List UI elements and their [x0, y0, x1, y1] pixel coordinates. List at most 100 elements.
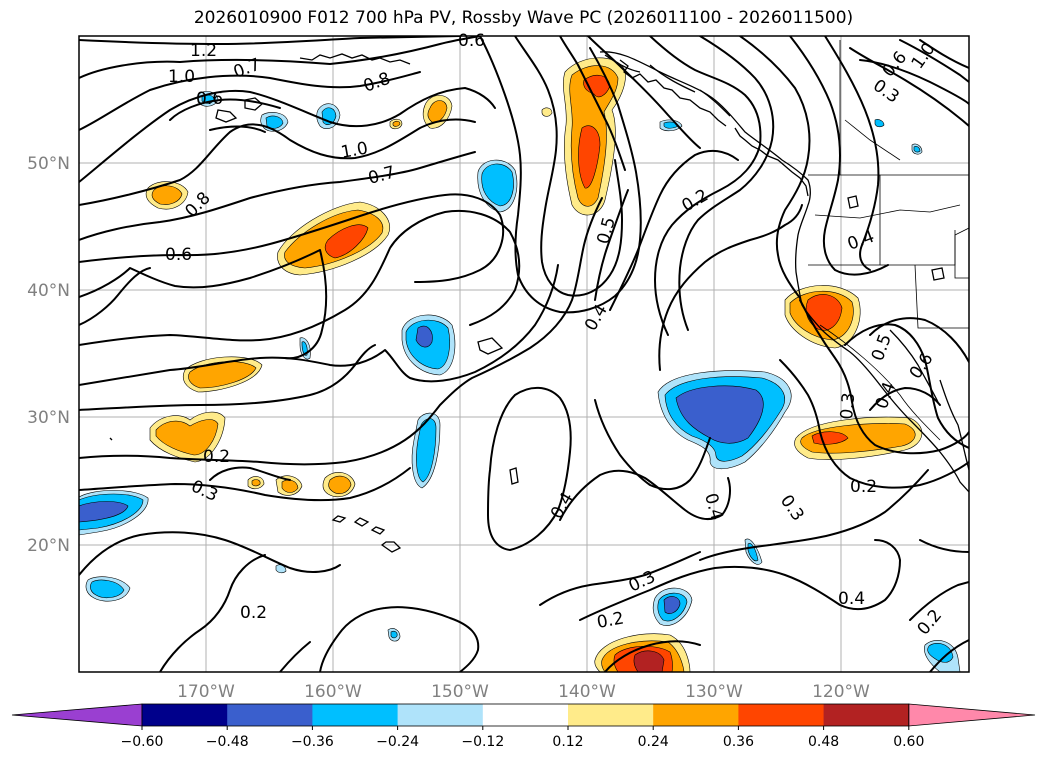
pv-contour	[79, 36, 461, 45]
lat-label: 40°N	[27, 281, 70, 301]
pv-contour	[279, 641, 311, 672]
colorbar-cell	[142, 704, 228, 726]
contour-label: 1.0	[339, 139, 369, 163]
pv-contour	[79, 118, 476, 206]
contour-label: 0.8	[361, 69, 393, 97]
colorbar-tick-label: 0.60	[893, 734, 924, 750]
pv-contour	[209, 466, 291, 481]
colorbar-cell	[312, 704, 399, 726]
contour-label: 0.2	[595, 609, 625, 633]
contour-label: 0.4	[547, 489, 578, 522]
pv-contour	[859, 39, 969, 105]
pv-contour	[79, 36, 481, 79]
contour-label: 1.2	[190, 41, 217, 61]
contour-label: 0.6	[458, 31, 485, 51]
colorbar-cell	[823, 704, 910, 726]
pv-contour	[487, 386, 572, 551]
colorbar: −0.60 −0.48 −0.36 −0.24 −0.12 0.12 0.24 0.36 0.4…	[11, 703, 1036, 750]
colorbar-tick-label: −0.36	[291, 734, 334, 750]
pv-contour	[609, 149, 739, 311]
pv-contour	[79, 467, 411, 502]
pv-contour	[678, 36, 775, 331]
lon-axis-labels: 170°W 160°W 150°W 140°W 130°W 120°W	[177, 682, 870, 702]
contour-label: 0.5	[868, 331, 896, 363]
pv-contour	[79, 267, 151, 326]
contour-label: 0.4	[581, 301, 612, 334]
contour-label: 1.0	[908, 39, 940, 73]
map-title: 2026010900 F012 700 hPa PV, Rossby Wave …	[193, 8, 854, 28]
contour-label: 0.2	[203, 447, 230, 467]
colorbar-tick-label: −0.12	[461, 734, 504, 750]
pv-contour	[79, 193, 505, 283]
colorbar-extend-max	[908, 703, 1036, 727]
lat-label: 50°N	[27, 154, 70, 174]
colorbar-tick-label: −0.48	[206, 734, 249, 750]
pv-contour	[559, 36, 701, 171]
pv-contour	[594, 189, 629, 301]
pv-contour	[79, 71, 421, 131]
contour-label: 0.3	[869, 76, 903, 108]
pv-contour	[789, 36, 889, 276]
contour-label: 0.3	[776, 491, 808, 525]
pv-contour	[649, 36, 762, 336]
contour-label: 0.7	[231, 55, 263, 83]
pv-contour	[594, 399, 711, 491]
colorbar-tick-label: 0.36	[723, 734, 754, 750]
lat-axis-labels: 50°N 40°N 30°N 20°N	[27, 154, 70, 556]
pv-contour	[479, 36, 642, 314]
lon-label: 160°W	[304, 682, 362, 702]
colorbar-tick-label: −0.24	[376, 734, 419, 750]
pv-contour	[658, 204, 803, 371]
contour-label: 1.0	[168, 67, 195, 87]
map-frame	[78, 35, 970, 673]
lat-label: 20°N	[27, 536, 70, 556]
colorbar-tick-label: 0.12	[552, 734, 583, 750]
pv-contours	[79, 36, 969, 672]
pv-contour	[779, 359, 969, 489]
pv-contour	[869, 317, 969, 363]
pv-contour	[79, 264, 559, 386]
lon-label: 120°W	[812, 682, 870, 702]
contour-label: 0.2	[240, 603, 267, 623]
contour-label: 0.4	[872, 379, 900, 411]
contour-label: 0.3	[188, 476, 221, 506]
contour-label: 0.6	[196, 89, 223, 109]
graticule	[79, 36, 969, 672]
pv-contour	[79, 87, 496, 183]
pv-contour	[539, 551, 701, 606]
lat-label: 30°N	[27, 408, 70, 428]
pv-contour	[929, 639, 969, 672]
pv-contour	[579, 539, 901, 621]
colorbar-cell	[397, 704, 484, 726]
contour-label: 0.5	[594, 215, 620, 246]
pv-contour	[319, 606, 480, 672]
lon-label: 170°W	[177, 682, 235, 702]
pv-contour	[699, 469, 929, 561]
pv-contour	[844, 323, 969, 449]
contour-label: 0.6	[165, 245, 192, 265]
contour-label: 0.4	[700, 491, 726, 522]
contour-label: 0.7	[366, 163, 397, 189]
lon-label: 140°W	[558, 682, 616, 702]
pv-contour	[79, 344, 376, 411]
contour-label: 0.3	[837, 392, 859, 421]
pv-contour	[79, 151, 476, 241]
pv-contour	[909, 539, 969, 621]
colorbar-cell	[653, 704, 739, 726]
pv-contour	[849, 47, 969, 127]
pv-contour	[79, 209, 521, 346]
colorbar-tick-label: −0.60	[121, 734, 164, 750]
contour-label: 0.2	[850, 477, 877, 497]
coastlines	[109, 51, 969, 553]
contour-label: 0.4	[838, 589, 865, 609]
pv-contour	[79, 197, 603, 466]
pv-contour	[739, 36, 811, 299]
lon-label: 150°W	[431, 682, 489, 702]
pv-contour	[514, 36, 623, 297]
colorbar-cell	[568, 704, 654, 726]
colorbar-extend-min	[11, 703, 143, 727]
pv-contour	[869, 387, 941, 411]
contour-label: 0.4	[845, 227, 877, 255]
colorbar-cell	[738, 704, 825, 726]
